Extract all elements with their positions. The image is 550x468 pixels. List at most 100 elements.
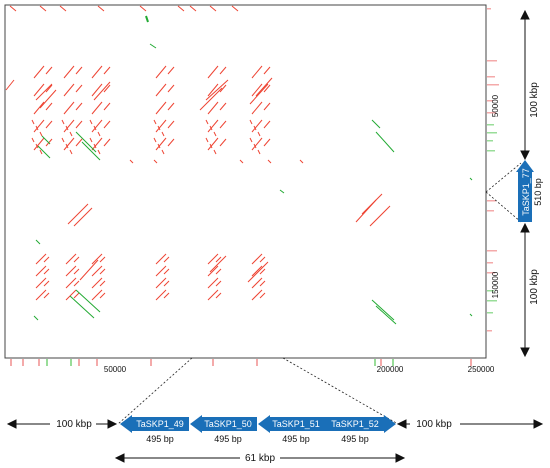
forward-match xyxy=(33,119,45,133)
forward-match xyxy=(207,289,219,301)
dot-plot-matches xyxy=(5,5,473,325)
bottom-marginal-histogram xyxy=(10,359,472,366)
forward-match xyxy=(99,268,106,275)
forward-match xyxy=(63,101,75,115)
forward-match xyxy=(35,265,47,277)
marginal-bar xyxy=(487,140,493,142)
reverse-match xyxy=(81,141,101,161)
marginal-bar xyxy=(487,312,493,314)
forward-match xyxy=(153,119,157,125)
reverse-match xyxy=(469,313,473,317)
span-label-background xyxy=(240,452,280,464)
forward-match xyxy=(213,131,217,137)
forward-match xyxy=(219,102,227,111)
bottom-scale xyxy=(6,419,544,463)
reverse-match xyxy=(35,239,41,245)
forward-match xyxy=(249,119,253,125)
forward-match xyxy=(157,143,161,149)
forward-match xyxy=(155,65,167,79)
reverse-match xyxy=(371,119,381,129)
marginal-bar xyxy=(487,200,496,202)
forward-match xyxy=(155,253,167,265)
forward-match xyxy=(251,137,263,151)
forward-match xyxy=(205,119,209,125)
forward-match xyxy=(75,66,83,75)
right-scale xyxy=(520,9,530,358)
gene-size-taskp1-49: 495 bp xyxy=(146,434,174,444)
forward-match xyxy=(43,268,50,275)
forward-match xyxy=(207,101,219,115)
forward-match xyxy=(207,265,219,277)
forward-match xyxy=(93,125,97,131)
forward-match xyxy=(299,159,304,164)
plot-frame xyxy=(4,4,487,359)
forward-match xyxy=(257,131,261,137)
marginal-bar xyxy=(487,76,495,78)
forward-match xyxy=(59,5,67,12)
right-bottom-distance-label: 100 kbp xyxy=(529,269,540,305)
forward-match xyxy=(153,159,158,164)
marginal-bar xyxy=(487,112,496,114)
gene-size-taskp1-50: 495 bp xyxy=(214,434,242,444)
marginal-bar xyxy=(374,359,376,366)
zoom-connectors xyxy=(117,162,522,425)
y-tick-150000: 150000 xyxy=(491,271,500,298)
forward-match xyxy=(215,256,222,263)
forward-match xyxy=(5,79,15,91)
forward-match xyxy=(43,280,50,287)
marginal-bar xyxy=(487,150,495,152)
forward-match xyxy=(163,292,170,299)
forward-match xyxy=(251,83,263,97)
marginal-bar xyxy=(487,60,497,62)
reverse-match xyxy=(37,145,51,159)
gene-arrow-taskp1-51 xyxy=(258,415,326,433)
forward-match xyxy=(255,77,273,97)
forward-match xyxy=(65,277,77,289)
reverse-match xyxy=(75,289,101,313)
forward-match xyxy=(215,268,222,275)
forward-match xyxy=(263,66,271,75)
forward-match xyxy=(91,83,103,97)
forward-match xyxy=(39,131,43,137)
forward-match xyxy=(65,289,77,301)
marginal-bar xyxy=(487,132,497,134)
forward-match xyxy=(69,131,73,137)
forward-match xyxy=(75,84,83,93)
forward-match xyxy=(31,137,35,143)
forward-match xyxy=(35,277,47,289)
x-tick-50000: 50000 xyxy=(104,365,127,374)
forward-match xyxy=(155,277,167,289)
forward-match xyxy=(247,261,269,283)
reverse-match xyxy=(145,15,149,23)
forward-match xyxy=(65,253,77,265)
forward-match xyxy=(215,292,222,299)
forward-match xyxy=(75,102,83,111)
forward-match xyxy=(155,101,167,115)
forward-match xyxy=(35,143,39,149)
forward-match xyxy=(43,292,50,299)
reverse-match xyxy=(33,315,39,321)
forward-match xyxy=(73,256,80,263)
forward-match xyxy=(79,259,99,281)
forward-match xyxy=(209,255,227,273)
marginal-bar xyxy=(256,359,258,366)
forward-match xyxy=(251,253,263,265)
forward-match xyxy=(61,137,65,143)
forward-match xyxy=(45,102,53,111)
forward-match xyxy=(219,138,227,147)
x-tick-200000: 200000 xyxy=(377,365,404,374)
forward-match xyxy=(45,84,53,93)
forward-match xyxy=(91,253,103,265)
forward-match xyxy=(205,79,229,101)
forward-match xyxy=(91,137,103,151)
marginal-bar xyxy=(70,359,72,366)
forward-match xyxy=(35,253,47,265)
forward-match xyxy=(219,120,227,129)
forward-match xyxy=(97,131,101,137)
marginal-bar xyxy=(487,124,494,126)
marginal-bar xyxy=(78,359,80,366)
marginal-bar xyxy=(487,262,493,264)
forward-match xyxy=(231,5,239,12)
reverse-match xyxy=(149,43,157,49)
forward-match xyxy=(75,138,83,147)
